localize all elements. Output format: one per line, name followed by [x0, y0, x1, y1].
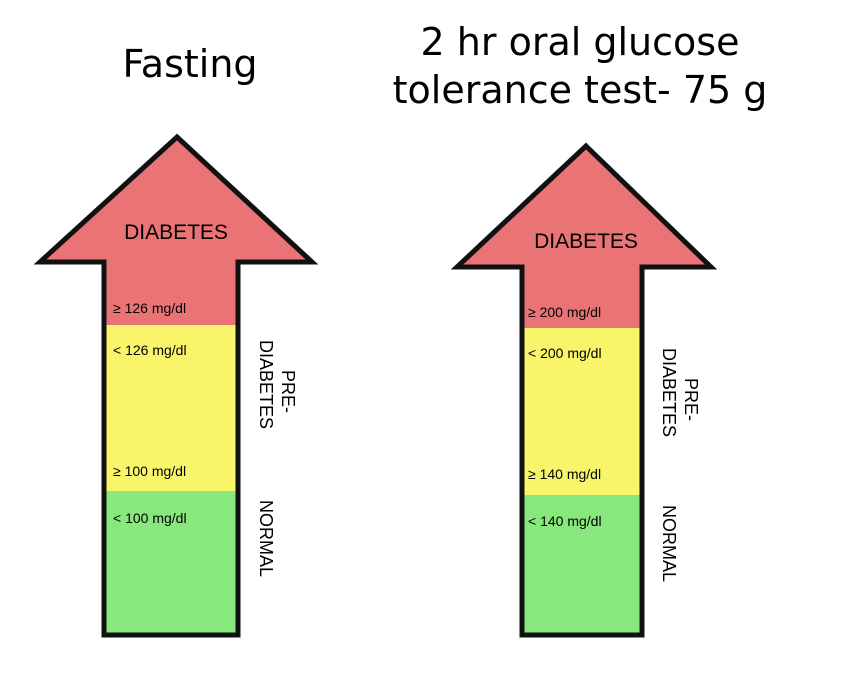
title-fasting: Fasting [40, 40, 340, 88]
ogtt-prediabetes-upper: < 200 mg/dl [528, 345, 602, 361]
ogtt-diabetes-label: DIABETES [534, 230, 638, 253]
ogtt-diabetes-zone [457, 146, 711, 328]
fasting-side-diabetes: DIABETES [256, 340, 276, 429]
ogtt-side-diabetes: DIABETES [659, 348, 679, 437]
title-ogtt: 2 hr oral glucose tolerance test- 75 g [380, 18, 780, 114]
ogtt-prediabetes-zone [522, 328, 642, 495]
ogtt-side-normal: NORMAL [659, 505, 679, 582]
fasting-arrow-outline [33, 133, 319, 638]
fasting-diabetes-zone [40, 137, 312, 325]
fasting-prediabetes-lower: ≥ 100 mg/dl [113, 463, 186, 479]
ogtt-diabetes-threshold: ≥ 200 mg/dl [528, 304, 601, 320]
fasting-diabetes-label: DIABETES [124, 221, 228, 244]
fasting-prediabetes-zone [104, 325, 238, 491]
title-ogtt-line-2: tolerance test- 75 g [392, 68, 768, 112]
fasting-side-normal: NORMAL [256, 500, 276, 577]
ogtt-arrow-outline [450, 142, 718, 638]
ogtt-prediabetes-lower: ≥ 140 mg/dl [528, 466, 601, 482]
ogtt-normal-zone [522, 495, 642, 635]
fasting-normal-zone [104, 491, 238, 635]
fasting-side-pre: PRE- [278, 370, 298, 413]
ogtt-normal-upper: < 140 mg/dl [528, 513, 602, 529]
ogtt-side-pre: PRE- [681, 378, 701, 421]
fasting-arrow: DIABETES ≥ 126 mg/dl < 126 mg/dl ≥ 100 m… [33, 133, 319, 638]
fasting-prediabetes-upper: < 126 mg/dl [113, 342, 187, 358]
fasting-normal-upper: < 100 mg/dl [113, 510, 187, 526]
ogtt-arrow: DIABETES ≥ 200 mg/dl < 200 mg/dl ≥ 140 m… [450, 142, 718, 638]
fasting-diabetes-threshold: ≥ 126 mg/dl [113, 300, 186, 316]
title-ogtt-line-1: 2 hr oral glucose [420, 20, 740, 64]
title-fasting-line: Fasting [122, 42, 258, 86]
